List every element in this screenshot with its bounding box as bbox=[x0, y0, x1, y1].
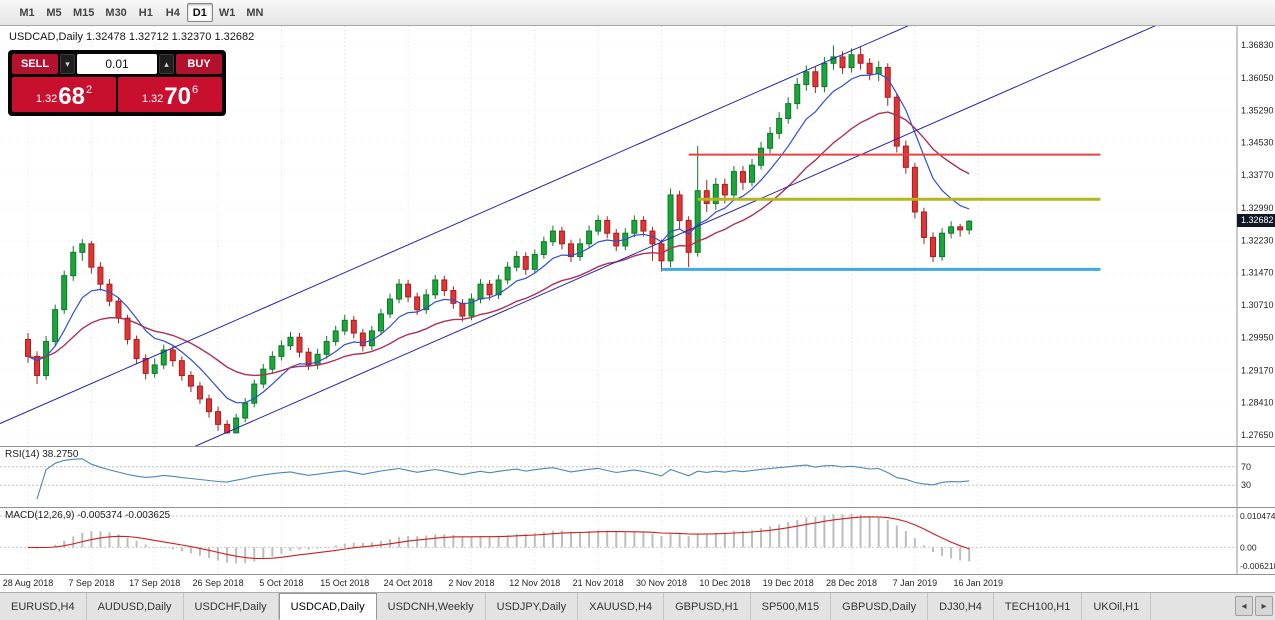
tab-scroll-right-button[interactable]: ▸ bbox=[1255, 596, 1273, 616]
price-tick-label: 1.34530 bbox=[1241, 138, 1274, 148]
chart-tab-tech100[interactable]: TECH100,H1 bbox=[994, 593, 1083, 620]
date-label: 7 Jan 2019 bbox=[892, 578, 938, 588]
chart-tab-gbpusd[interactable]: GBPUSD,Daily bbox=[831, 593, 929, 620]
rsi-scale-label: 70 bbox=[1241, 462, 1251, 472]
date-label: 10 Dec 2018 bbox=[699, 578, 751, 588]
sell-price-pip: 2 bbox=[86, 84, 93, 96]
macd-grid bbox=[0, 508, 1237, 574]
chart-tab-sp500[interactable]: SP500,M15 bbox=[751, 593, 832, 620]
buy-price-pip: 6 bbox=[192, 84, 199, 96]
main-chart-pane[interactable]: 1.36830 1.36050 1.35290 1.34530 1.33770 1.329… bbox=[0, 26, 1275, 446]
price-scale: 1.36830 1.36050 1.35290 1.34530 1.33770 1.329… bbox=[1241, 40, 1274, 440]
chart-tab-eurusd[interactable]: EURUSD,H4 bbox=[0, 593, 87, 620]
buy-price-big: 70 bbox=[164, 83, 191, 110]
buy-button[interactable]: BUY bbox=[176, 54, 222, 74]
timeframe-button-h1[interactable]: H1 bbox=[138, 6, 153, 19]
symbol-tab-bar: EURUSD,H4 AUDUSD,Daily USDCHF,Daily USDCAD,… bbox=[0, 592, 1275, 620]
timeframe-button-h4[interactable]: H4 bbox=[165, 6, 180, 19]
chart-tab-ukoil[interactable]: UKOil,H1 bbox=[1082, 593, 1152, 620]
price-tick-label: 1.36050 bbox=[1241, 73, 1274, 83]
volume-input[interactable] bbox=[77, 54, 157, 74]
price-tick-label: 1.29950 bbox=[1241, 332, 1274, 342]
sell-button[interactable]: SELL bbox=[12, 54, 58, 74]
price-tick-label: 1.28410 bbox=[1241, 398, 1274, 408]
date-axis: 28 Aug 2018 7 Sep 2018 17 Sep 2018 26 Sep 2… bbox=[0, 574, 1275, 592]
buy-quote[interactable]: 1.32 70 6 bbox=[118, 77, 222, 112]
chart-tab-usdcnh[interactable]: USDCNH,Weekly bbox=[377, 593, 486, 620]
timeframe-button-w1[interactable]: W1 bbox=[218, 6, 236, 19]
sell-quote[interactable]: 1.32 68 2 bbox=[12, 77, 116, 112]
candlestick-chart[interactable]: 1.36830 1.36050 1.35290 1.34530 1.33770 1.329… bbox=[0, 26, 1275, 446]
sell-price-prefix: 1.32 bbox=[35, 93, 58, 105]
price-tick-label: 1.31470 bbox=[1241, 268, 1274, 278]
rsi-indicator-chart[interactable]: 70 30 bbox=[0, 447, 1275, 507]
date-label: 28 Dec 2018 bbox=[826, 578, 878, 588]
price-tick-label: 1.27650 bbox=[1241, 430, 1274, 440]
chart-tab-audusd[interactable]: AUDUSD,Daily bbox=[87, 593, 184, 620]
date-label: 5 Oct 2018 bbox=[259, 578, 304, 588]
sell-price-big: 68 bbox=[58, 83, 85, 110]
date-label: 30 Nov 2018 bbox=[635, 578, 688, 588]
rsi-scale-label: 30 bbox=[1241, 480, 1251, 490]
chart-tab-usdchf[interactable]: USDCHF,Daily bbox=[184, 593, 279, 620]
date-label: 28 Aug 2018 bbox=[2, 578, 54, 588]
macd-label: MACD(12,26,9) -0.005374 -0.003625 bbox=[5, 510, 171, 521]
volume-increase-button[interactable]: ▴ bbox=[159, 54, 174, 74]
price-tick-label: 1.32990 bbox=[1241, 203, 1274, 213]
chart-tab-usdjpy[interactable]: USDJPY,Daily bbox=[486, 593, 579, 620]
rsi-label: RSI(14) 38.2750 bbox=[5, 449, 79, 460]
trend-channel[interactable] bbox=[0, 26, 1275, 446]
macd-scale-label: -0.006218 bbox=[1240, 561, 1275, 571]
price-tick-label: 1.30710 bbox=[1241, 300, 1274, 310]
current-price-badge: 1.32682 bbox=[1237, 214, 1275, 228]
date-label: 19 Dec 2018 bbox=[762, 578, 814, 588]
macd-indicator-chart[interactable]: 0.010474 0.00 -0.006218 bbox=[0, 508, 1275, 574]
price-tick-label: 1.29170 bbox=[1241, 365, 1274, 375]
date-label: 24 Oct 2018 bbox=[383, 578, 433, 588]
price-tick-label: 1.33770 bbox=[1241, 170, 1274, 180]
timeframe-button-mn[interactable]: MN bbox=[246, 6, 264, 19]
timeframe-button-m30[interactable]: M30 bbox=[105, 6, 127, 19]
price-tick-label: 1.36830 bbox=[1241, 40, 1274, 50]
price-tick-label: 1.35290 bbox=[1241, 105, 1274, 115]
horizontal-levels[interactable] bbox=[661, 153, 1101, 271]
date-label: 17 Sep 2018 bbox=[129, 578, 181, 588]
moving-averages bbox=[27, 72, 970, 404]
macd-scale-label: 0.010474 bbox=[1240, 511, 1275, 521]
rsi-grid bbox=[0, 447, 1237, 507]
one-click-trade-panel: SELL ▾ ▴ BUY 1.32 68 2 1.32 70 6 bbox=[8, 50, 226, 116]
rsi-pane[interactable]: 70 30 RSI(14) 38.2750 bbox=[0, 446, 1275, 507]
chart-tab-usdcad[interactable]: USDCAD,Daily bbox=[278, 593, 377, 620]
volume-decrease-button[interactable]: ▾ bbox=[60, 54, 75, 74]
date-label: 15 Oct 2018 bbox=[320, 578, 370, 588]
timeframe-button-m5[interactable]: M5 bbox=[46, 6, 62, 19]
macd-pane[interactable]: 0.010474 0.00 -0.006218 MACD(12,26,9) -0.0… bbox=[0, 507, 1275, 574]
macd-signal-line bbox=[27, 516, 970, 560]
date-label: 26 Sep 2018 bbox=[192, 578, 244, 588]
date-label: 7 Sep 2018 bbox=[68, 578, 115, 588]
macd-histogram bbox=[27, 513, 971, 564]
buy-price-prefix: 1.32 bbox=[141, 93, 164, 105]
timeframe-button-m1[interactable]: M1 bbox=[19, 6, 35, 19]
tab-scroll-left-button[interactable]: ◂ bbox=[1235, 596, 1253, 616]
timeframe-toolbar: M1 M5 M15 M30 H1 H4 D1 W1 MN bbox=[0, 0, 1275, 26]
chart-ohlc-header: USDCAD,Daily 1.32478 1.32712 1.32370 1.3… bbox=[9, 31, 255, 43]
date-label: 16 Jan 2019 bbox=[953, 578, 1004, 588]
timeframe-button-d1[interactable]: D1 bbox=[186, 3, 213, 22]
date-label: 12 Nov 2018 bbox=[509, 578, 561, 588]
price-tick-label: 1.32230 bbox=[1241, 235, 1274, 245]
date-label: 2 Nov 2018 bbox=[448, 578, 495, 588]
date-label: 21 Nov 2018 bbox=[572, 578, 624, 588]
macd-scale-label: 0.00 bbox=[1240, 542, 1257, 552]
timeframe-button-m15[interactable]: M15 bbox=[73, 6, 95, 19]
chart-tab-gbpusd[interactable]: GBPUSD,H1 bbox=[664, 593, 751, 620]
chart-tab-xauusd[interactable]: XAUUSD,H4 bbox=[578, 593, 665, 620]
chart-tab-dj30[interactable]: DJ30,H4 bbox=[928, 593, 994, 620]
rsi-line bbox=[36, 458, 970, 500]
